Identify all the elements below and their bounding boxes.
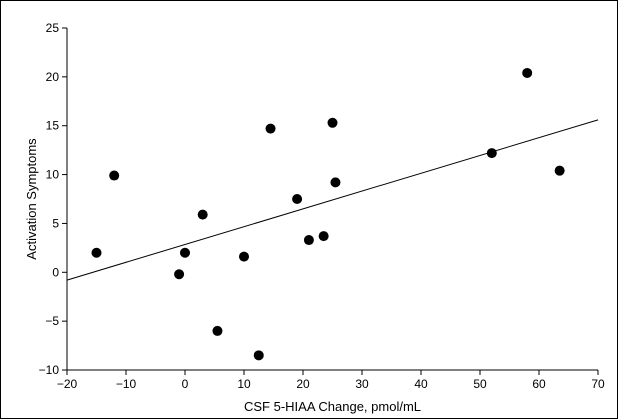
x-tick-label: 40 [414,377,428,391]
data-points [91,67,565,361]
data-point [318,231,329,242]
x-tick-label: 0 [182,377,189,391]
x-tick-label: −10 [116,377,137,391]
data-point [239,251,249,262]
y-tick-label: 20 [46,70,60,84]
x-axis-label: CSF 5-HIAA Change, pmol/mL [244,399,421,414]
data-point [197,209,208,220]
y-ticks: −10 −5 0 5 10 15 20 25 [39,21,67,377]
y-tick-label: 10 [46,168,60,182]
x-tick-label: 60 [532,377,546,391]
data-point [180,247,190,258]
x-ticks: −20 −10 0 10 20 30 40 50 60 70 [57,370,605,391]
axes [66,28,598,371]
data-point [330,177,341,188]
data-point [327,117,338,128]
data-point [174,269,185,280]
data-point [292,194,303,204]
data-point [303,235,314,246]
data-point [554,165,565,176]
data-point [486,148,497,159]
y-tick-label: 0 [52,265,59,279]
data-point [522,67,533,78]
data-point [212,325,223,336]
y-tick-label: 5 [52,216,59,230]
data-point [253,350,264,361]
y-tick-label: −5 [45,314,59,328]
y-tick-label: 15 [46,119,60,133]
data-point [91,247,102,258]
data-point [109,170,120,181]
y-tick-label: −10 [39,363,60,377]
x-tick-label: 30 [355,377,369,391]
x-tick-label: 70 [591,377,605,391]
x-tick-label: −20 [57,377,78,391]
y-axis-label: Activation Symptoms [24,138,39,260]
data-point [265,123,276,134]
x-tick-label: 10 [237,377,251,391]
regression-line [66,119,599,281]
x-tick-label: 20 [296,377,310,391]
x-tick-label: 50 [473,377,487,391]
y-tick-label: 25 [46,21,60,35]
